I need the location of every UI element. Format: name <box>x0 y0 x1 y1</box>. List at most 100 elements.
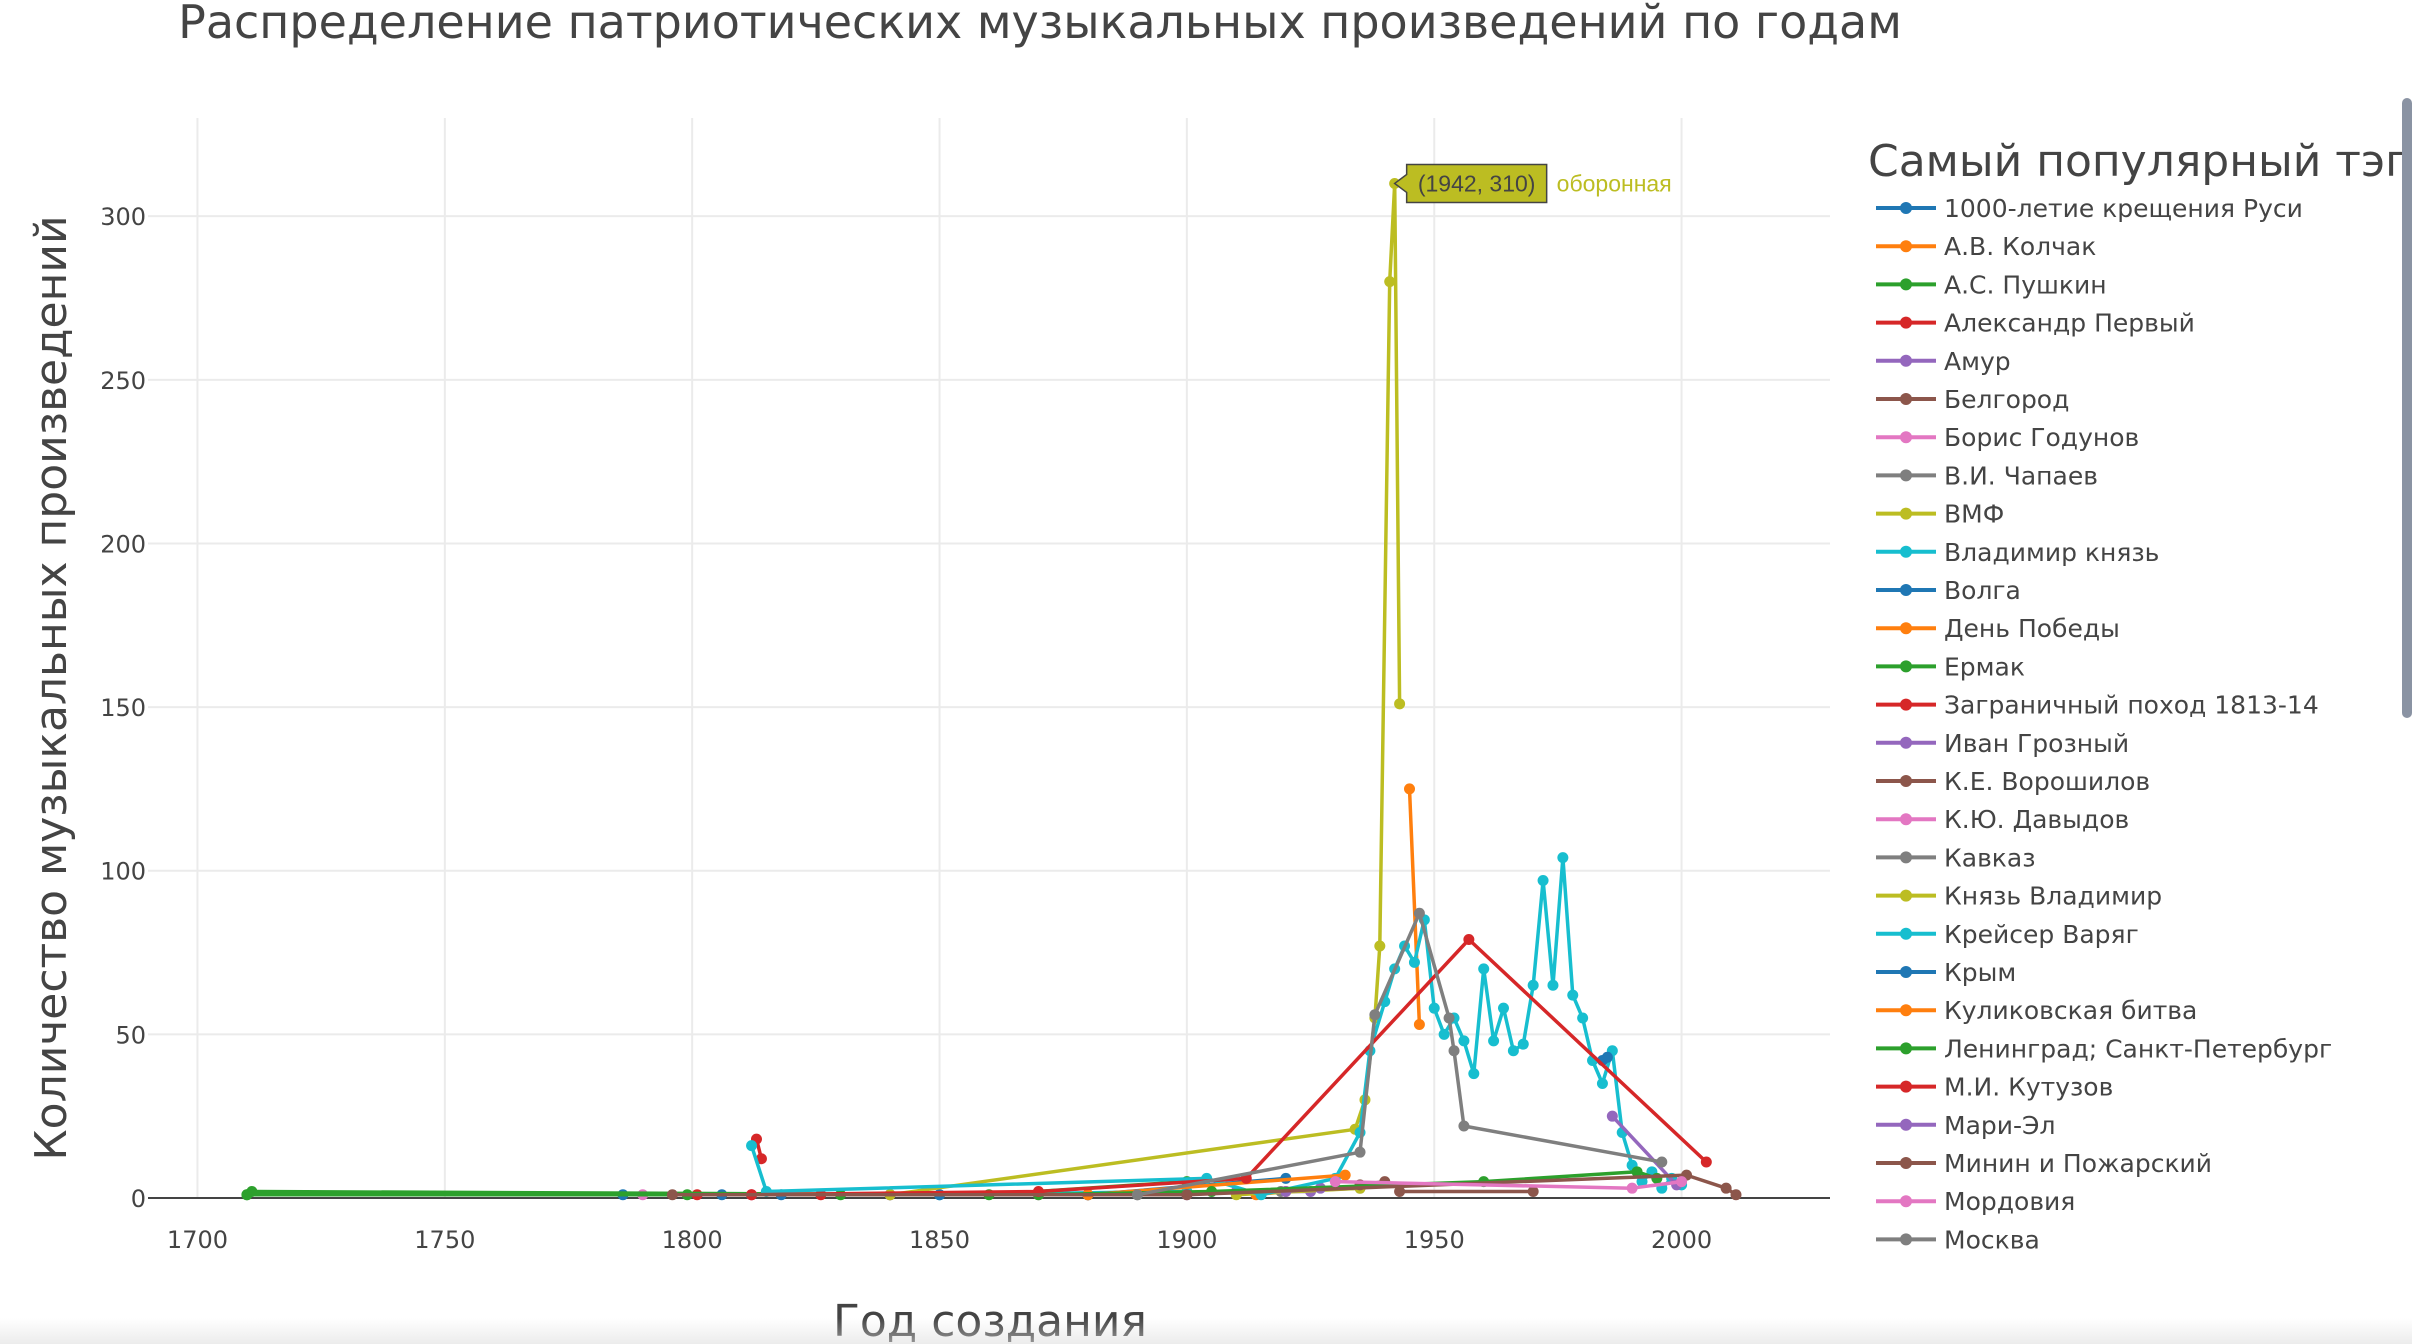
data-point[interactable] <box>1438 1028 1450 1040</box>
legend-item[interactable]: Куликовская битва <box>1876 996 2197 1025</box>
data-point[interactable] <box>755 1153 767 1165</box>
legend-item[interactable]: ВМФ <box>1876 500 2004 529</box>
data-point[interactable] <box>1720 1182 1732 1194</box>
legend-item[interactable]: Кавказ <box>1876 843 2036 872</box>
data-point[interactable] <box>1131 1189 1143 1201</box>
data-point[interactable] <box>1730 1189 1742 1201</box>
data-point[interactable] <box>1329 1176 1341 1188</box>
data-point[interactable] <box>1374 940 1386 952</box>
data-point[interactable] <box>1394 698 1406 710</box>
data-point[interactable] <box>1567 989 1579 1001</box>
legend-item[interactable]: Борис Годунов <box>1876 423 2139 452</box>
legend-swatch-marker <box>1900 431 1912 444</box>
data-point[interactable] <box>1547 979 1559 991</box>
series-line[interactable] <box>1137 911 1663 1197</box>
data-point[interactable] <box>666 1189 678 1201</box>
series-line[interactable] <box>1407 788 1422 1025</box>
data-point[interactable] <box>746 1140 758 1152</box>
legend-swatch-marker <box>1900 354 1912 367</box>
legend-item[interactable]: А.С. Пушкин <box>1876 270 2107 299</box>
data-point[interactable] <box>1413 1019 1425 1031</box>
legend-label: М.И. Кутузов <box>1944 1073 2113 1102</box>
legend-swatch-marker <box>1900 1080 1912 1093</box>
legend-swatch-marker <box>1900 1233 1912 1246</box>
data-point[interactable] <box>1631 1166 1643 1178</box>
legend-item[interactable]: Минин и Пожарский <box>1876 1149 2212 1178</box>
data-point[interactable] <box>1404 783 1415 795</box>
series-line[interactable] <box>749 855 1683 1197</box>
x-tick-label: 1850 <box>909 1226 970 1254</box>
legend-label: Иван Грозный <box>1944 729 2129 758</box>
data-point[interactable] <box>1537 875 1549 887</box>
data-point[interactable] <box>1463 933 1475 945</box>
legend-swatch-marker <box>1900 584 1912 596</box>
data-point[interactable] <box>1557 852 1569 864</box>
data-point[interactable] <box>1517 1038 1529 1050</box>
data-point[interactable] <box>1601 1051 1613 1063</box>
legend-label: А.С. Пушкин <box>1944 270 2107 299</box>
data-point[interactable] <box>1596 1077 1608 1089</box>
data-point[interactable] <box>1413 907 1425 919</box>
data-point[interactable] <box>1676 1176 1688 1188</box>
series-line[interactable] <box>1611 1115 1678 1187</box>
plot-area[interactable] <box>241 177 1742 1201</box>
legend-item[interactable]: Амур <box>1876 347 2011 376</box>
data-point[interactable] <box>1606 1110 1618 1122</box>
data-point[interactable] <box>1700 1156 1712 1168</box>
data-point[interactable] <box>1384 276 1396 288</box>
data-point[interactable] <box>1468 1068 1480 1080</box>
legend-label: Минин и Пожарский <box>1944 1149 2212 1178</box>
legend-item[interactable]: Ленинград; Санкт-Петербург <box>1876 1034 2332 1063</box>
data-point[interactable] <box>1428 1002 1440 1014</box>
legend-item[interactable]: Москва <box>1876 1225 2040 1254</box>
legend-item[interactable]: Крым <box>1876 958 2016 987</box>
legend-scrollbar[interactable] <box>2402 98 2412 718</box>
legend-label: День Победы <box>1944 614 2120 643</box>
series-line[interactable] <box>751 937 1708 1197</box>
data-point[interactable] <box>1369 1009 1381 1021</box>
legend-item[interactable]: Князь Владимир <box>1876 882 2162 911</box>
data-point[interactable] <box>1577 1012 1589 1024</box>
data-point[interactable] <box>241 1189 253 1201</box>
data-point[interactable] <box>1527 979 1539 991</box>
legend-item[interactable]: Владимир князь <box>1876 538 2159 567</box>
series-line[interactable] <box>889 181 1402 1197</box>
legend-item[interactable]: А.В. Колчак <box>1876 232 2096 261</box>
data-point[interactable] <box>1408 956 1420 968</box>
data-point[interactable] <box>1478 963 1490 975</box>
legend-item[interactable]: Иван Грозный <box>1876 729 2129 758</box>
legend-item[interactable]: М.И. Кутузов <box>1876 1073 2113 1102</box>
legend-item[interactable]: Заграничный поход 1813-14 <box>1876 691 2319 720</box>
legend-item[interactable]: Крейсер Варяг <box>1876 920 2139 949</box>
data-point[interactable] <box>1626 1182 1638 1194</box>
legend-item[interactable]: К.Ю. Давыдов <box>1876 805 2129 834</box>
legend-item[interactable]: В.И. Чапаев <box>1876 461 2098 490</box>
legend-item[interactable]: Белгород <box>1876 385 2069 414</box>
legend-item[interactable]: 1000-летие крещения Руси <box>1876 194 2303 223</box>
legend-item[interactable]: Мордовия <box>1876 1187 2075 1216</box>
legend-item[interactable]: Ермак <box>1876 652 2025 681</box>
data-point[interactable] <box>1527 1185 1539 1197</box>
legend-item[interactable]: К.Е. Ворошилов <box>1876 767 2150 796</box>
data-point[interactable] <box>1394 1185 1406 1197</box>
data-point[interactable] <box>1507 1045 1519 1057</box>
legend-item[interactable]: День Победы <box>1876 614 2120 643</box>
data-point[interactable] <box>1339 1169 1351 1181</box>
data-point[interactable] <box>1443 1012 1455 1024</box>
data-point[interactable] <box>1458 1035 1470 1047</box>
data-point[interactable] <box>1656 1156 1668 1168</box>
data-point[interactable] <box>1448 1045 1460 1057</box>
data-point[interactable] <box>1488 1035 1500 1047</box>
data-point[interactable] <box>1181 1189 1193 1201</box>
data-point[interactable] <box>1354 1146 1366 1158</box>
legend-item[interactable]: Мари-Эл <box>1876 1111 2055 1140</box>
legend-label: Крейсер Варяг <box>1944 920 2139 949</box>
data-point[interactable] <box>1458 1120 1470 1132</box>
legend-label: Мордовия <box>1944 1187 2075 1216</box>
legend-item[interactable]: Волга <box>1876 576 2021 605</box>
data-point[interactable] <box>1636 1176 1648 1188</box>
data-point[interactable] <box>1497 1002 1509 1014</box>
legend-item[interactable]: Александр Первый <box>1876 309 2195 338</box>
legend-swatch-marker <box>1900 813 1912 826</box>
legend[interactable]: Самый популярный тэг 1000-летие крещения… <box>1868 136 2408 1254</box>
